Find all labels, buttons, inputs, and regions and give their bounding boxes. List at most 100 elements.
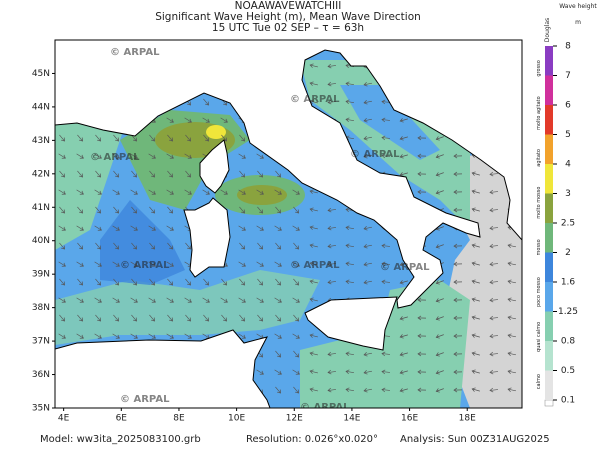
arrow	[148, 261, 156, 267]
arrow	[417, 333, 427, 339]
watermark: © ARPAL	[380, 262, 430, 273]
arrow	[453, 189, 463, 195]
arrow	[130, 297, 138, 303]
arrow	[184, 297, 192, 303]
arrow	[94, 225, 102, 231]
arrow	[417, 135, 427, 141]
arrow	[489, 225, 499, 231]
watermarks: © ARPAL © ARPAL © ARPAL © ARPAL © ARPAL © ARP…	[90, 47, 430, 408]
arrow	[471, 279, 480, 284]
arrow	[113, 206, 119, 214]
watermark: © ARPAL	[110, 47, 160, 58]
arrow	[256, 297, 264, 303]
arrow	[309, 261, 318, 266]
arrow	[275, 278, 281, 286]
lat-tick-label: 44N	[32, 102, 50, 112]
arrow	[309, 387, 318, 392]
arrow	[202, 297, 210, 303]
arrow	[94, 333, 102, 339]
arrow	[95, 206, 101, 214]
arrow	[257, 314, 263, 322]
arrow	[149, 134, 155, 142]
arrow	[239, 206, 245, 214]
arrow	[381, 243, 391, 249]
arrow	[203, 134, 209, 142]
arrow	[256, 261, 264, 267]
arrow	[130, 189, 138, 195]
arrow	[417, 387, 427, 393]
arrow	[327, 99, 337, 105]
arrow	[363, 82, 372, 87]
arrow	[238, 153, 246, 159]
colorbar-label: 6	[565, 101, 571, 111]
colorbar-segment	[545, 311, 553, 341]
sea-state: quasi calmo	[536, 322, 542, 352]
arrow	[149, 206, 155, 214]
wave-area	[55, 270, 320, 345]
arrow	[471, 387, 480, 392]
arrow	[399, 172, 408, 177]
arrow	[327, 207, 337, 213]
arrow	[507, 369, 516, 374]
arrow	[292, 333, 300, 339]
arrow	[489, 369, 499, 375]
arrow	[381, 135, 391, 141]
arrow	[113, 242, 119, 250]
arrow	[185, 134, 191, 142]
arrow	[76, 189, 84, 195]
arrow	[202, 117, 210, 123]
arrow	[399, 388, 408, 393]
lon-tick-label: 10E	[228, 414, 245, 424]
land	[55, 40, 522, 309]
arrow	[239, 314, 245, 322]
arrow	[257, 206, 263, 214]
arrow	[327, 387, 337, 393]
arrow	[275, 242, 281, 250]
colorbar-label: 4	[565, 160, 571, 170]
wave-area	[237, 185, 287, 205]
colorbar-label: 8	[565, 42, 571, 52]
arrow	[327, 279, 337, 285]
arrow	[489, 279, 499, 285]
arrow	[113, 170, 119, 178]
lon-tick-label: 18E	[459, 414, 476, 424]
sea-state: calmo	[536, 374, 542, 389]
colorbar-segment	[545, 370, 553, 400]
arrow	[471, 171, 480, 176]
arrow	[381, 153, 391, 159]
arrow	[274, 225, 282, 231]
arrow	[507, 351, 516, 356]
watermark: © ARPAL	[120, 260, 170, 271]
colorbar-low	[544, 399, 554, 407]
arrow	[363, 136, 372, 141]
arrow	[131, 206, 137, 214]
colorbar-label: 0.5	[561, 366, 575, 376]
arrow	[95, 242, 101, 250]
arrow	[293, 350, 299, 358]
colorbar-segment	[545, 105, 553, 135]
colorbar-label: 0.1	[561, 396, 575, 406]
colorbar-segment	[545, 193, 553, 223]
arrow	[113, 314, 119, 322]
arrow	[489, 261, 499, 267]
arrow	[185, 242, 191, 250]
arrow	[256, 225, 264, 231]
wave-area	[55, 110, 130, 250]
arrow	[417, 153, 427, 159]
arrow	[363, 154, 372, 159]
arrow	[76, 333, 84, 339]
arrow	[363, 226, 372, 231]
arrow	[471, 333, 480, 338]
arrow	[453, 261, 463, 267]
lat-tick-label: 35N	[32, 404, 50, 414]
arrow	[435, 298, 444, 303]
arrow	[453, 387, 463, 393]
arrow	[471, 297, 480, 302]
arrow	[327, 81, 337, 87]
arrow	[94, 261, 102, 267]
arrow	[238, 261, 246, 267]
time: 15 UTC Tue 02 SEP – τ = 63h	[212, 22, 364, 34]
sardinia	[183, 197, 231, 278]
arrow	[149, 314, 155, 322]
arrow	[309, 207, 318, 212]
